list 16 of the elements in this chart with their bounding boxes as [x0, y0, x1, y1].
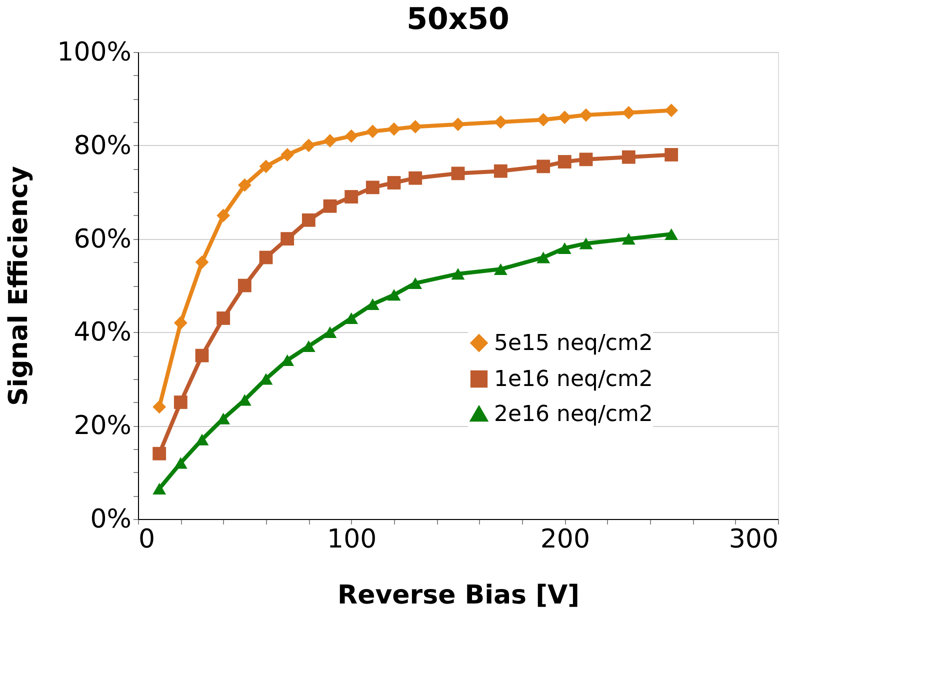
x-tick-label: 0: [138, 524, 156, 554]
chart-title: 50x50: [406, 2, 510, 37]
y-tick-label: 40%: [74, 318, 132, 348]
x-tick-label: 100: [327, 524, 377, 554]
y-axis-title: Signal Efficiency: [4, 166, 34, 406]
y-tick-label: 100%: [57, 38, 132, 68]
x-tick-label: 300: [728, 524, 778, 554]
legend-label: 5e15 neq/cm2: [494, 331, 653, 356]
legend-label: 2e16 neq/cm2: [494, 402, 653, 427]
legend-label: 1e16 neq/cm2: [494, 367, 653, 392]
x-tick-label: 200: [540, 524, 590, 554]
x-axis-title: Reverse Bias [V]: [338, 580, 580, 610]
y-tick-label: 20%: [74, 411, 132, 442]
y-tick-label: 60%: [74, 224, 132, 254]
y-tick-label: 0%: [90, 504, 132, 534]
y-tick-label: 80%: [74, 130, 132, 161]
